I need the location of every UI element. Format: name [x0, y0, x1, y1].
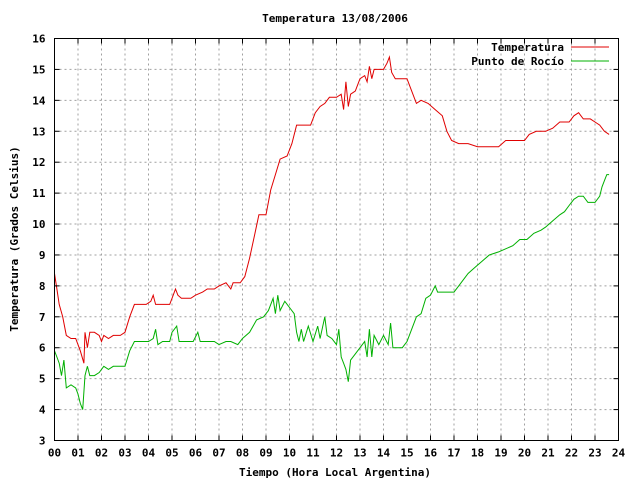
y-tick-label: 15	[32, 63, 45, 76]
y-tick-label: 11	[32, 187, 46, 200]
x-tick-label: 09	[259, 447, 272, 460]
x-tick-label: 10	[283, 447, 296, 460]
x-tick-label: 03	[118, 447, 131, 460]
x-tick-label: 05	[165, 447, 178, 460]
x-axis-tick-labels: 00 01 02 03 04 05 06 07 08 09 10 11 12 13 14 15 16 17 18 19…	[48, 447, 626, 460]
x-tick-label: 07	[212, 447, 225, 460]
x-tick-label: 11	[306, 447, 320, 460]
x-tick-label: 22	[565, 447, 578, 460]
y-tick-label: 14	[32, 94, 46, 107]
y-tick-label: 9	[39, 249, 46, 262]
x-tick-label: 04	[142, 447, 156, 460]
series-line-temperatura	[54, 55, 610, 364]
y-tick-label: 7	[39, 311, 46, 324]
x-tick-label: 01	[71, 447, 85, 460]
x-tick-label: 19	[494, 447, 507, 460]
x-tick-label: 20	[518, 447, 531, 460]
y-tick-label: 16	[32, 33, 46, 46]
x-tick-label: 21	[541, 447, 555, 460]
x-tick-label: 00	[48, 447, 61, 460]
series-layer	[54, 55, 610, 410]
x-tick-label: 24	[612, 447, 626, 460]
x-tick-label: 02	[95, 447, 108, 460]
y-tick-label: 4	[39, 404, 46, 417]
x-tick-label: 13	[353, 447, 366, 460]
y-tick-label: 8	[39, 280, 46, 293]
x-tick-label: 23	[588, 447, 601, 460]
x-tick-label: 16	[424, 447, 438, 460]
y-tick-label: 13	[32, 125, 45, 138]
x-tick-label: 08	[236, 447, 249, 460]
y-tick-label: 5	[39, 373, 46, 386]
legend-label: Punto de Rocío	[471, 55, 564, 68]
x-tick-label: 17	[447, 447, 460, 460]
x-tick-label: 14	[377, 447, 391, 460]
y-tick-label: 10	[32, 218, 45, 231]
x-axis-label: Tiempo (Hora Local Argentina)	[239, 466, 431, 479]
legend-label: Temperatura	[491, 41, 564, 54]
series-line-punto-de-rocio	[54, 174, 610, 410]
x-tick-label: 18	[471, 447, 484, 460]
x-tick-label: 12	[330, 447, 343, 460]
axis-ticks	[54, 38, 619, 441]
y-axis-label: Temperatura (Grados Celsius)	[8, 146, 21, 331]
y-tick-label: 3	[39, 435, 46, 448]
x-tick-label: 06	[189, 447, 203, 460]
y-tick-label: 12	[32, 156, 45, 169]
y-tick-label: 6	[39, 342, 46, 355]
grid	[54, 38, 619, 441]
x-tick-label: 15	[400, 447, 413, 460]
y-axis-tick-labels: 3 4 5 6 7 8 9 10 11 12 13 14 15 16	[32, 33, 46, 448]
chart-title: Temperatura 13/08/2006	[262, 12, 408, 25]
